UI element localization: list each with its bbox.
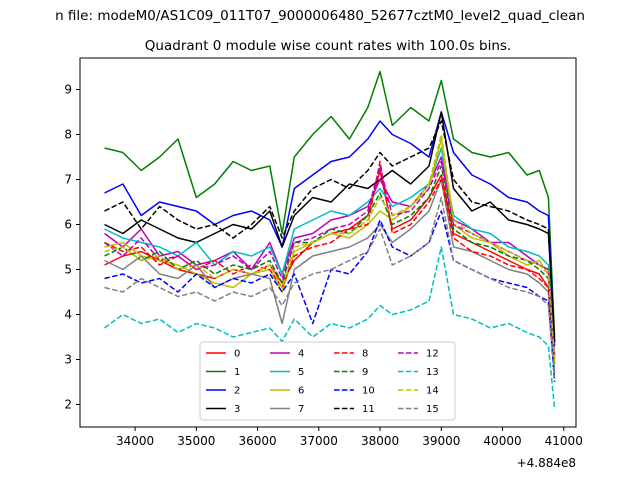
legend-label: 10 [362,386,375,397]
y-tick-label: 7 [64,173,72,187]
legend-label: 6 [298,386,304,397]
chart-title: Quadrant 0 module wise count rates with … [145,38,511,54]
x-tick-label: 41000 [545,434,583,448]
series-line-4 [104,156,556,365]
legend-label: 14 [426,386,439,397]
legend-label: 2 [234,386,240,397]
y-tick-label: 5 [64,263,72,277]
legend-label: 3 [234,404,240,415]
series-line-2 [104,111,556,347]
y-tick-label: 3 [64,353,72,367]
legend-label: 15 [426,404,439,415]
x-tick-label: 38000 [361,434,399,448]
x-tick-label: 37000 [300,434,338,448]
series-line-14 [104,133,556,360]
legend-label: 4 [298,349,304,360]
legend-box [199,341,456,421]
legend-label: 5 [298,367,304,378]
series-line-12 [104,160,556,360]
legend-label: 7 [298,404,304,415]
series-line-6 [104,138,556,365]
series-line-1 [104,70,556,338]
legend-label: 11 [362,404,375,415]
legend-label: 8 [362,349,368,360]
legend-label: 1 [234,367,240,378]
y-tick-label: 9 [64,83,72,97]
x-tick-label: 35000 [177,434,215,448]
y-tick-label: 6 [64,218,72,232]
x-tick-label: 34000 [116,434,154,448]
figure-suptitle: n file: modeM0/AS1C09_011T07_9000006480_… [55,8,585,24]
legend-label: 13 [426,367,439,378]
series-line-3 [104,111,556,342]
series-line-5 [104,147,556,360]
series-lines [104,70,556,410]
legend-label: 9 [362,367,368,378]
axes: 34000 35000 36000 37000 38000 39000 40000 41000… [64,83,582,449]
x-tick-label: 36000 [238,434,276,448]
y-tick-label: 4 [64,308,72,322]
x-offset-label: +4.884e8 [517,456,576,470]
legend-label: 12 [426,349,439,360]
y-tick-label: 8 [64,128,72,142]
axes-frame [79,57,577,428]
series-line-7 [104,178,556,374]
series-line-13 [104,246,556,410]
legend-label: 0 [234,349,240,360]
series-line-15 [104,196,556,378]
y-tick-label: 2 [64,398,72,412]
series-line-11 [104,120,556,342]
series-line-10 [104,210,556,383]
series-line-8 [104,160,556,360]
x-tick-label: 40000 [483,434,521,448]
x-tick-label: 39000 [422,434,460,448]
